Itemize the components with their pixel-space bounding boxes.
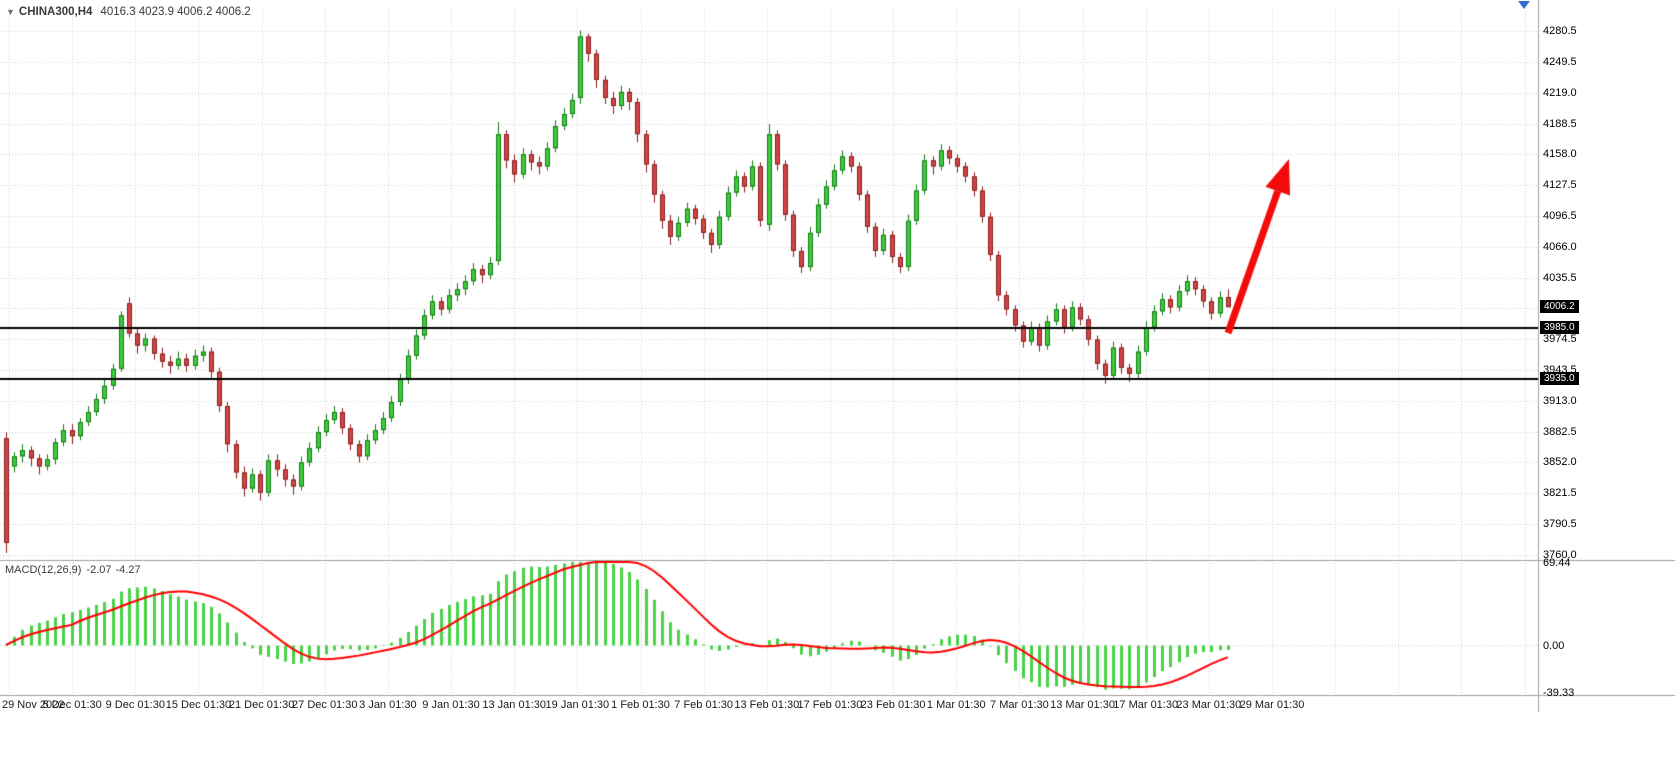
time-axis-label: 3 Jan 01:30 (359, 699, 417, 711)
price-tag-level-line: 3935.0 (1540, 371, 1579, 385)
time-axis-label: 13 Mar 01:30 (1050, 699, 1115, 711)
time-axis-label: 27 Dec 01:30 (292, 699, 358, 711)
price-axis-label: 4096.5 (1543, 210, 1577, 223)
macd-indicator-overlay: MACD(12,26,9) -2.07 -4.27 (5, 564, 141, 576)
price-axis-label: 4249.5 (1543, 56, 1577, 69)
time-axis-label: 13 Jan 01:30 (482, 699, 546, 711)
time-axis-label: 17 Mar 01:30 (1113, 699, 1179, 711)
symbol-ohlc-overlay[interactable]: ▼ CHINA300,H4 4016.3 4023.9 4006.2 4006.2 (6, 6, 251, 18)
price-axis-label: 3974.5 (1543, 333, 1577, 346)
price-axis-label: 4035.5 (1543, 271, 1577, 284)
time-axis-label: 15 Dec 01:30 (165, 699, 232, 711)
time-axis-label: 1 Mar 01:30 (926, 699, 986, 711)
price-axis-label: 3760.0 (1543, 549, 1577, 561)
macd-signal-value-label: -4.27 (115, 564, 141, 576)
macd-axis-label: -39.33 (1543, 687, 1575, 699)
time-axis-label: 17 Feb 01:30 (797, 699, 863, 711)
price-axis-label: 3821.5 (1543, 487, 1577, 500)
time-axis-label: 29 Nov 2022 (2, 699, 65, 711)
time-axis-label: 21 Dec 01:30 (228, 699, 295, 711)
time-axis-label: 23 Feb 01:30 (860, 699, 926, 711)
symbol-timeframe-label: CHINA300,H4 (18, 6, 93, 18)
macd-value-label: -2.07 (86, 564, 112, 576)
price-axis-label: 4280.5 (1543, 25, 1577, 37)
price-axis-label: 3852.0 (1543, 456, 1577, 469)
time-axis-label: 9 Jan 01:30 (422, 699, 480, 711)
chart-shift-marker-icon[interactable] (1518, 1, 1530, 9)
price-axis-label: 3790.5 (1543, 518, 1577, 531)
time-axis-label: 19 Jan 01:30 (545, 699, 610, 711)
macd-axis-label: 0.00 (1543, 639, 1565, 652)
time-axis-label: 7 Mar 01:30 (990, 699, 1049, 711)
time-axis-label: 13 Feb 01:30 (734, 699, 800, 711)
macd-params-label: MACD(12,26,9) (5, 564, 82, 576)
price-tag-current-price: 4006.2 (1540, 300, 1579, 314)
time-axis-label: 23 Mar 01:30 (1176, 699, 1242, 711)
price-axis-label: 4127.5 (1543, 179, 1577, 192)
time-axis-label: 5 Dec 01:30 (42, 699, 102, 711)
time-axis-label: 29 Mar 01:30 (1239, 699, 1305, 711)
price-axis-label: 4066.0 (1543, 240, 1577, 253)
time-axis-label: 7 Feb 01:30 (674, 699, 733, 711)
price-axis-label: 3913.0 (1543, 394, 1577, 407)
price-axis-label: 3882.5 (1543, 425, 1577, 438)
price-tag-level-line: 3985.0 (1540, 321, 1579, 335)
chevron-down-icon: ▼ (6, 7, 15, 17)
macd-axis-label: 69.44 (1543, 557, 1571, 569)
price-axis-label: 4219.0 (1543, 86, 1577, 99)
price-axis-label: 4158.0 (1543, 148, 1577, 161)
time-axis-label: 1 Feb 01:30 (611, 699, 670, 711)
ohlc-values-label: 4016.3 4023.9 4006.2 4006.2 (100, 6, 251, 18)
time-axis-label: 9 Dec 01:30 (105, 699, 165, 711)
price-axis-label: 4188.5 (1543, 117, 1577, 130)
